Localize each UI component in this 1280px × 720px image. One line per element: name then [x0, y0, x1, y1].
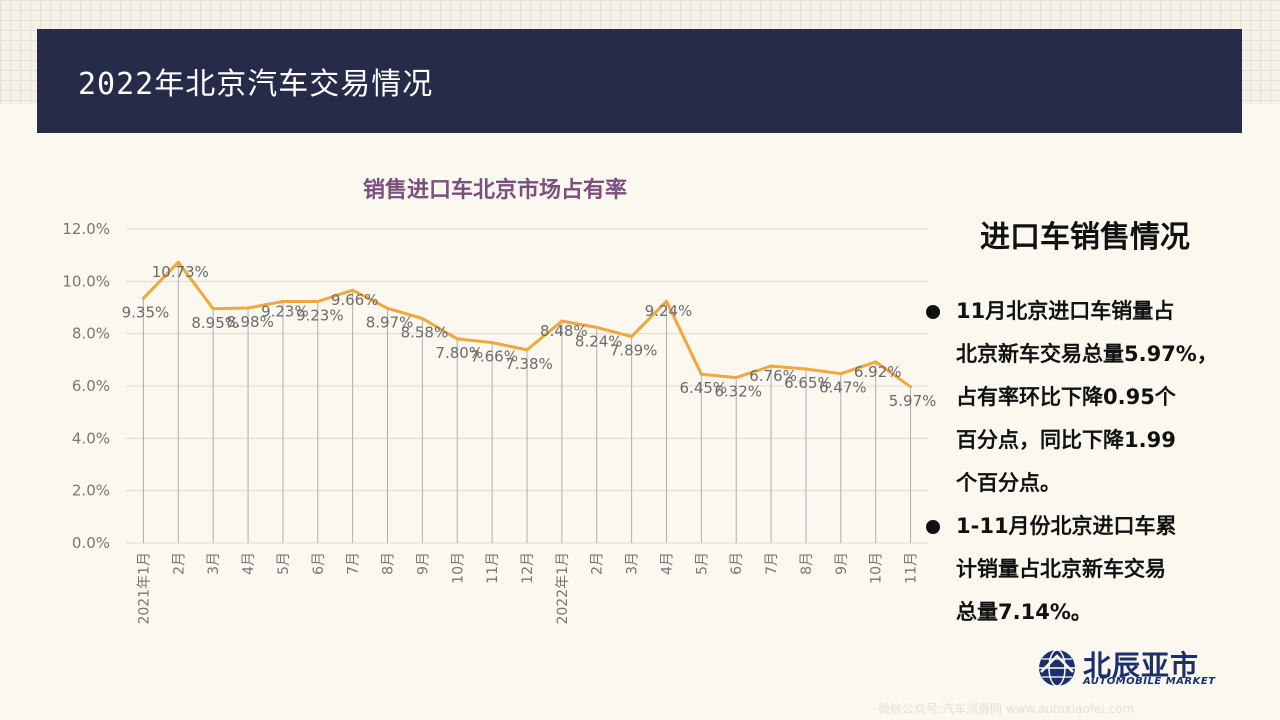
- bullet-text-1: 11月北京进口车销量占 北京新车交易总量5.97%， 占有率环比下降0.95个 …: [956, 290, 1236, 505]
- x-tick-label: 8月: [799, 552, 815, 575]
- company-logo: 北辰亚市 AUTOMOBILE MARKET: [1037, 646, 1217, 691]
- data-point: [141, 296, 145, 300]
- data-label: 8.48%: [540, 322, 588, 340]
- x-tick-label: 2021年1月: [136, 552, 152, 625]
- bullet-1-line: 百分点，同比下降1.99: [956, 428, 1176, 452]
- data-label: 6.65%: [784, 374, 832, 392]
- data-point: [630, 335, 634, 339]
- data-point: [560, 319, 564, 323]
- x-tick-label: 6月: [729, 552, 745, 575]
- bullet-2-line: 计销量占北京新车交易: [956, 557, 1166, 581]
- data-label: 10.73%: [152, 263, 209, 281]
- x-tick-label: 10月: [869, 552, 885, 584]
- data-point: [909, 385, 913, 389]
- globe-icon: [1039, 649, 1075, 687]
- bullet-1-line: 占有率环比下降0.95个: [956, 385, 1176, 409]
- data-label: 8.97%: [366, 313, 414, 331]
- data-label: 7.38%: [505, 355, 553, 373]
- bullet-text-2: 1-11月份北京进口车累 计销量占北京新车交易 总量7.14%。: [956, 505, 1236, 634]
- logo-name-en: AUTOMOBILE MARKET: [1083, 676, 1216, 687]
- data-point: [420, 316, 424, 320]
- bullet-2-line: 总量7.14%。: [956, 600, 1092, 624]
- market-share-chart: 0.0% 2.0% 4.0% 6.0% 8.0% 10.0% 12.0% 9.35% 10.73…: [62, 220, 937, 625]
- data-point: [839, 372, 843, 376]
- page-title: 2022年北京汽车交易情况: [78, 67, 434, 102]
- data-label: 9.23%: [296, 306, 344, 324]
- y-tick-label: 12.0%: [62, 220, 110, 238]
- x-tick-label: 6月: [311, 552, 327, 575]
- data-point: [246, 306, 250, 310]
- data-point: [769, 364, 773, 368]
- data-label: 7.66%: [470, 348, 518, 366]
- data-point: [664, 299, 668, 303]
- x-tick-label: 11月: [485, 552, 501, 584]
- bullet-1-line: 北京新车交易总量5.97%，: [956, 342, 1218, 366]
- watermark: 微信公众号:汽车消费网 www.autoxiaofei.com: [878, 702, 1135, 716]
- data-label: 6.47%: [819, 379, 867, 397]
- bullet-1-line: 个百分点。: [956, 471, 1061, 495]
- data-label: 6.92%: [854, 363, 902, 381]
- data-point: [804, 367, 808, 371]
- data-point: [874, 360, 878, 364]
- x-tick-label: 9月: [834, 552, 850, 575]
- panel-title: 进口车销售情况: [980, 220, 1190, 255]
- x-tick-label: 11月: [904, 552, 920, 584]
- data-label: 6.45%: [680, 379, 728, 397]
- data-point: [595, 325, 599, 329]
- x-tick-label: 9月: [415, 552, 431, 575]
- bullet-dot-2: [926, 520, 940, 534]
- data-label: 5.97%: [889, 392, 937, 410]
- logo-name-cn: 北辰亚市: [1083, 649, 1200, 682]
- data-point: [211, 307, 215, 311]
- data-label: 8.24%: [575, 332, 623, 350]
- data-label: 8.95%: [191, 314, 239, 332]
- data-point: [525, 348, 529, 352]
- data-point: [699, 372, 703, 376]
- y-tick-label: 10.0%: [62, 272, 110, 290]
- data-point: [176, 260, 180, 264]
- data-point: [386, 306, 390, 310]
- x-tick-label: 3月: [625, 552, 641, 575]
- data-label: 6.76%: [749, 367, 797, 385]
- data-point: [351, 288, 355, 292]
- data-label: 7.89%: [610, 342, 658, 360]
- bullet-2-line: 1-11月份北京进口车累: [956, 514, 1177, 538]
- x-tick-label: 2月: [171, 552, 187, 575]
- bullet-dot-1: [926, 305, 940, 319]
- x-tick-label: 7月: [764, 552, 780, 575]
- data-label: 8.58%: [401, 323, 449, 341]
- x-tick-label: 4月: [659, 552, 675, 575]
- data-point: [281, 299, 285, 303]
- x-tick-label: 4月: [241, 552, 257, 575]
- data-label: 9.24%: [645, 302, 693, 320]
- data-point: [455, 337, 459, 341]
- y-tick-label: 8.0%: [72, 325, 110, 343]
- chart-title: 销售进口车北京市场占有率: [362, 178, 627, 203]
- y-tick-label: 6.0%: [72, 377, 110, 395]
- data-point: [316, 299, 320, 303]
- x-tick-label: 10月: [450, 552, 466, 584]
- x-tick-label: 7月: [346, 552, 362, 575]
- y-tick-label: 4.0%: [72, 429, 110, 447]
- data-label: 7.80%: [435, 344, 483, 362]
- data-label: 9.66%: [331, 291, 379, 309]
- x-tick-label: 5月: [694, 552, 710, 575]
- y-tick-label: 0.0%: [72, 534, 110, 552]
- bullet-1-line: 11月北京进口车销量占: [956, 299, 1175, 323]
- x-tick-label: 2022年1月: [555, 552, 571, 625]
- data-label: 9.23%: [261, 302, 309, 320]
- data-label: 8.98%: [226, 313, 274, 331]
- x-tick-label: 8月: [381, 552, 397, 575]
- x-tick-label: 5月: [276, 552, 292, 575]
- x-tick-label: 2月: [590, 552, 606, 575]
- header-banner: 2022年北京汽车交易情况: [37, 29, 1242, 133]
- data-label: 6.32%: [714, 383, 762, 401]
- data-point: [734, 376, 738, 380]
- x-tick-label: 12月: [520, 552, 536, 584]
- data-point: [490, 341, 494, 345]
- y-tick-label: 2.0%: [72, 482, 110, 500]
- data-label: 9.35%: [122, 303, 170, 321]
- x-tick-label: 3月: [206, 552, 222, 575]
